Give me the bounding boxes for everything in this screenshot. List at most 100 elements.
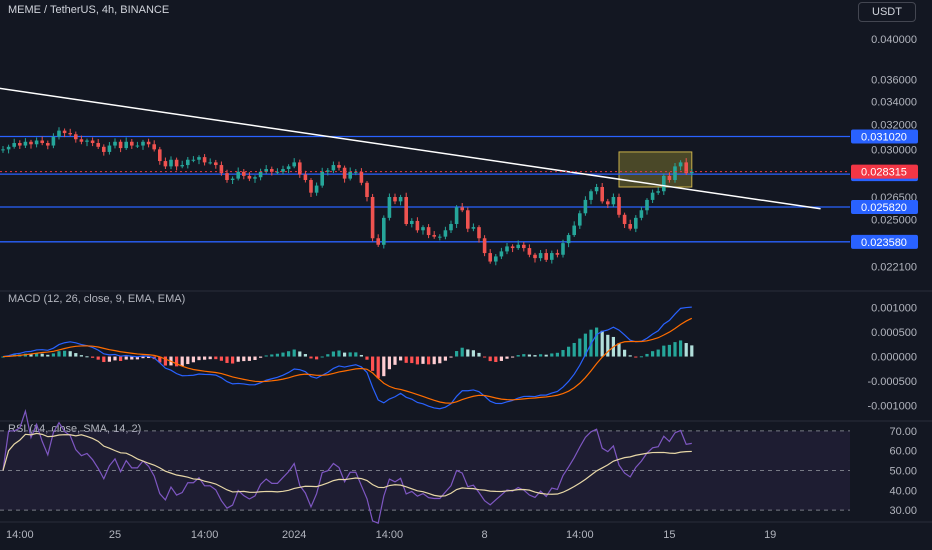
macd-histogram-bar bbox=[292, 349, 296, 357]
macd-histogram-bar bbox=[40, 353, 44, 357]
macd-histogram-bar bbox=[281, 352, 285, 357]
macd-histogram-bar bbox=[393, 356, 397, 365]
candle-body bbox=[645, 199, 649, 211]
macd-histogram-bar bbox=[432, 356, 436, 365]
macd-histogram-bar bbox=[124, 356, 128, 360]
macd-histogram-bar bbox=[449, 356, 453, 358]
macd-histogram-bar bbox=[399, 356, 403, 361]
macd-histogram-bar bbox=[309, 356, 313, 359]
candle-body bbox=[135, 145, 140, 147]
time-tick-label: 14:00 bbox=[191, 529, 219, 541]
candle-body bbox=[309, 179, 313, 193]
candle-body bbox=[18, 143, 22, 146]
candle-body bbox=[191, 159, 196, 161]
macd-histogram-bar bbox=[247, 356, 251, 361]
candle-body bbox=[219, 165, 224, 174]
candle-body bbox=[667, 175, 672, 180]
macd-histogram-bar bbox=[186, 356, 190, 365]
macd-histogram-bar bbox=[29, 353, 33, 357]
macd-histogram-bar bbox=[371, 356, 375, 371]
macd-histogram-bar bbox=[421, 356, 425, 364]
macd-tick-label: -0.001000 bbox=[867, 401, 917, 413]
last-price-tag bbox=[851, 164, 918, 179]
chart-title: MEME / TetherUS, 4h, BINANCE bbox=[8, 4, 170, 16]
candle-body bbox=[57, 130, 61, 137]
rsi-tick-label: 60.00 bbox=[889, 446, 917, 458]
macd-histogram-bar bbox=[471, 350, 475, 357]
candle-body bbox=[348, 171, 352, 179]
candle-body bbox=[410, 220, 414, 225]
macd-histogram-bar bbox=[79, 355, 83, 357]
macd-histogram-bar bbox=[163, 356, 167, 366]
candle-body bbox=[130, 141, 134, 146]
candle-body bbox=[281, 169, 285, 172]
macd-tick-label: -0.000500 bbox=[867, 376, 917, 388]
time-tick-label: 14:00 bbox=[6, 529, 34, 541]
candle-body bbox=[404, 197, 408, 225]
macd-histogram-bar bbox=[634, 356, 638, 358]
candle-body bbox=[370, 197, 375, 239]
macd-histogram-bar bbox=[656, 349, 660, 357]
macd-histogram-bar bbox=[242, 356, 246, 362]
macd-histogram-bar bbox=[63, 350, 67, 357]
candle-body bbox=[214, 162, 218, 166]
candle-body bbox=[331, 165, 336, 171]
candle-body bbox=[247, 175, 252, 179]
currency-button[interactable]: USDT bbox=[858, 2, 916, 22]
macd-histogram-bar bbox=[119, 356, 123, 361]
candle-body bbox=[365, 182, 369, 198]
macd-histogram-bar bbox=[415, 356, 419, 365]
price-tick-label: 0.030000 bbox=[871, 144, 917, 156]
candle-body bbox=[482, 238, 487, 254]
candle-body bbox=[23, 141, 28, 146]
candle-body bbox=[242, 171, 246, 176]
candle-body bbox=[258, 171, 263, 178]
macd-histogram-bar bbox=[483, 356, 487, 358]
candle-body bbox=[432, 235, 436, 237]
macd-histogram-bar bbox=[600, 330, 604, 357]
macd-histogram-bar bbox=[567, 346, 571, 357]
candle-body bbox=[426, 227, 431, 236]
rsi-title: RSI (14, close, SMA, 14, 2) bbox=[8, 423, 142, 435]
candle-body bbox=[96, 143, 100, 147]
macd-histogram-bar bbox=[662, 345, 666, 357]
candle-body bbox=[578, 213, 582, 226]
macd-histogram-bar bbox=[494, 356, 498, 362]
macd-histogram-bar bbox=[365, 356, 369, 360]
candle-body bbox=[169, 159, 173, 167]
candle-body bbox=[46, 143, 50, 146]
macd-histogram-bar bbox=[679, 340, 683, 357]
candle-body bbox=[68, 133, 72, 135]
candle-body bbox=[488, 253, 492, 262]
macd-histogram-bar bbox=[231, 356, 235, 364]
macd-histogram-bar bbox=[684, 343, 688, 357]
candle-body bbox=[606, 201, 610, 205]
macd-histogram-bar bbox=[639, 356, 643, 358]
candle-body bbox=[611, 197, 616, 205]
level-price-tag bbox=[851, 129, 918, 144]
macd-histogram-bar bbox=[455, 351, 459, 357]
rsi-tick-label: 70.00 bbox=[889, 426, 917, 438]
candle-body bbox=[85, 140, 89, 142]
macd-histogram-bar bbox=[46, 354, 50, 357]
macd-histogram-bar bbox=[287, 351, 291, 357]
candle-body bbox=[141, 141, 145, 146]
macd-histogram-bar bbox=[550, 353, 554, 357]
candle-body bbox=[354, 171, 358, 173]
macd-histogram-bar bbox=[68, 351, 72, 357]
level-price-label: 0.025820 bbox=[861, 202, 907, 214]
candle-body bbox=[550, 253, 554, 260]
candle-body bbox=[494, 256, 498, 262]
macd-histogram-bar bbox=[460, 347, 464, 357]
macd-histogram-bar bbox=[343, 352, 347, 357]
macd-histogram-bar bbox=[203, 356, 207, 360]
macd-histogram-bar bbox=[673, 342, 677, 357]
macd-histogram-bar bbox=[337, 350, 341, 357]
macd-histogram-bar bbox=[583, 333, 587, 357]
price-tick-label: 0.034000 bbox=[871, 96, 917, 108]
candle-body bbox=[314, 185, 319, 193]
macd-histogram-bar bbox=[544, 354, 548, 357]
candle-body bbox=[40, 140, 44, 144]
candle-body bbox=[303, 174, 308, 180]
